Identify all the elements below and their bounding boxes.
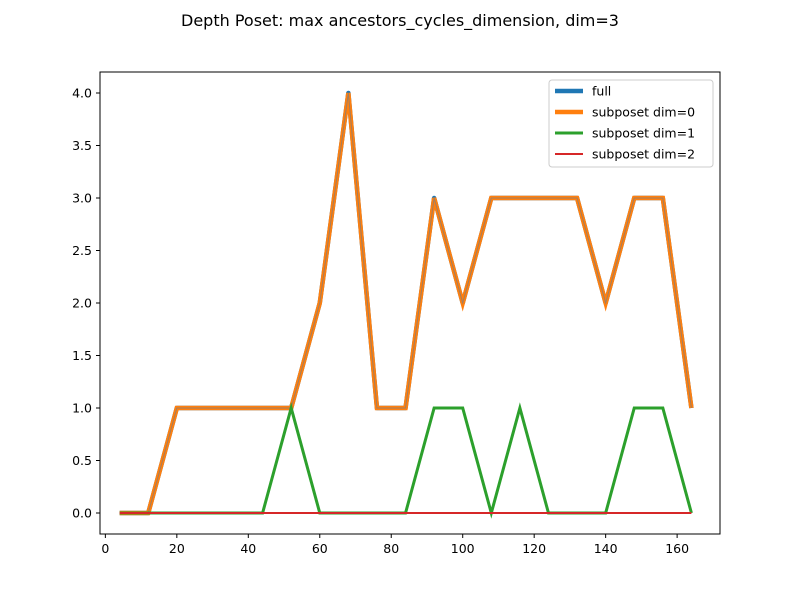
x-tick-label: 140 — [594, 541, 618, 556]
y-tick-label: 1.5 — [72, 348, 92, 363]
x-tick-label: 160 — [665, 541, 689, 556]
legend-label: subposet dim=1 — [592, 126, 695, 141]
x-tick-label: 20 — [169, 541, 185, 556]
y-tick-label: 3.5 — [72, 138, 92, 153]
y-axis: 0.0 0.5 1.0 1.5 2.0 2.5 3.0 3.5 4.0 — [72, 86, 100, 521]
x-tick-label: 120 — [522, 541, 546, 556]
x-tick-label: 0 — [101, 541, 109, 556]
y-tick-label: 2.5 — [72, 243, 92, 258]
y-tick-label: 4.0 — [72, 86, 92, 101]
y-tick-label: 1.0 — [72, 401, 92, 416]
x-axis: 0 20 40 60 80 100 120 140 160 — [101, 534, 689, 556]
x-tick-label: 40 — [240, 541, 256, 556]
legend-label: full — [592, 84, 611, 99]
legend-label: subposet dim=2 — [592, 147, 695, 162]
legend-box — [548, 79, 714, 168]
legend: full subposet dim=0 subposet dim=1 subposet… — [548, 79, 714, 168]
plot-lines — [119, 90, 694, 519]
y-tick-label: 0.0 — [72, 506, 92, 521]
legend-label: subposet dim=0 — [592, 105, 695, 120]
x-tick-label: 100 — [451, 541, 475, 556]
x-tick-label: 80 — [383, 541, 399, 556]
y-tick-label: 0.5 — [72, 453, 92, 468]
x-tick-label: 60 — [312, 541, 328, 556]
y-tick-label: 3.0 — [72, 191, 92, 206]
y-tick-label: 2.0 — [72, 296, 92, 311]
series-centerline-subposet-dim-0 — [119, 92, 692, 514]
chart-title: Depth Poset: max ancestors_cycles_dimens… — [181, 11, 619, 31]
